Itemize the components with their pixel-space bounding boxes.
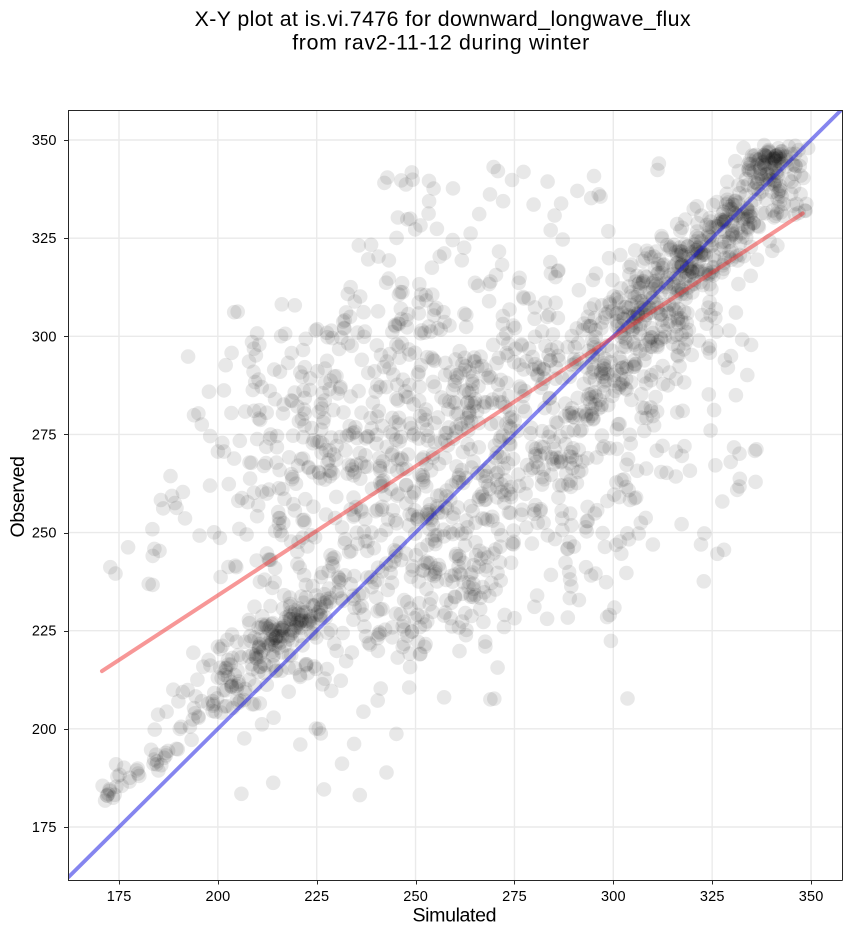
svg-text:350: 350 <box>32 133 57 149</box>
svg-text:325: 325 <box>700 889 725 905</box>
svg-text:275: 275 <box>502 889 527 905</box>
svg-text:325: 325 <box>32 231 57 247</box>
svg-text:from rav2-11-12 during winter: from rav2-11-12 during winter <box>292 30 589 54</box>
svg-text:225: 225 <box>304 889 329 905</box>
svg-text:300: 300 <box>32 329 57 345</box>
svg-text:175: 175 <box>32 820 57 836</box>
svg-text:Observed: Observed <box>7 456 29 538</box>
svg-text:Simulated: Simulated <box>413 905 497 927</box>
svg-text:175: 175 <box>107 889 132 905</box>
svg-text:250: 250 <box>403 889 428 905</box>
svg-text:300: 300 <box>601 889 626 905</box>
svg-text:275: 275 <box>32 427 57 443</box>
svg-text:225: 225 <box>32 624 57 640</box>
svg-text:350: 350 <box>799 889 824 905</box>
svg-text:250: 250 <box>32 526 57 542</box>
svg-text:200: 200 <box>206 889 231 905</box>
svg-text:200: 200 <box>32 722 57 738</box>
svg-text:X-Y plot at is.vi.7476 for dow: X-Y plot at is.vi.7476 for downward_long… <box>195 7 691 31</box>
